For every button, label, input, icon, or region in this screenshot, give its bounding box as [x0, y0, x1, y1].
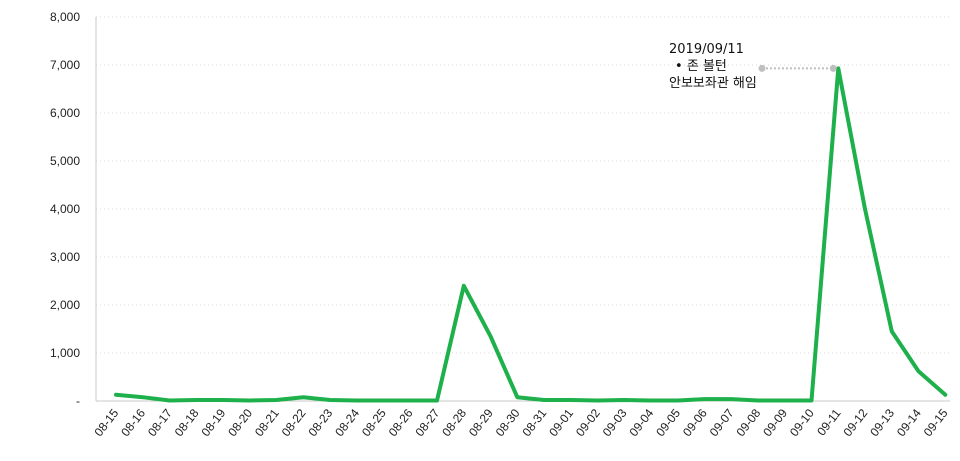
x-tick-label: 08-15: [91, 406, 121, 439]
x-tick-label: 09-10: [787, 406, 817, 439]
x-tick-label: 08-21: [252, 406, 282, 439]
x-tick-label: 09-13: [867, 406, 897, 439]
x-tick-label: 08-22: [279, 406, 309, 439]
y-tick-label: -: [76, 394, 80, 408]
x-tick-label: 08-25: [359, 406, 389, 439]
x-tick-label: 09-04: [626, 406, 656, 439]
x-tick-label: 09-06: [680, 406, 710, 439]
annotation-dot: [829, 64, 837, 72]
annotation-date: 2019/09/11: [669, 42, 744, 58]
x-tick-label: 08-23: [305, 406, 335, 439]
y-tick-label: 1,000: [50, 346, 80, 360]
x-tick-label: 08-31: [519, 406, 549, 439]
y-tick-label: 7,000: [50, 58, 80, 72]
x-tick-label: 09-05: [653, 406, 683, 439]
x-tick-label: 09-12: [840, 406, 870, 439]
y-tick-label: 3,000: [50, 250, 80, 264]
annotation: 2019/09/11 • 존 볼턴 안보보좌관 해임: [669, 41, 757, 92]
x-tick-labels: 08-1508-1608-1708-1808-1908-2008-2108-22…: [91, 406, 950, 439]
x-tick-label: 08-19: [198, 406, 228, 439]
y-tick-label: 5,000: [50, 154, 80, 168]
x-tick-label: 08-24: [332, 406, 362, 439]
x-tick-label: 08-30: [493, 406, 523, 439]
x-tick-label: 08-29: [466, 406, 496, 439]
annotation-connector: [758, 64, 837, 72]
x-tick-label: 08-16: [118, 406, 148, 439]
x-tick-label: 08-20: [225, 406, 255, 439]
annotation-line2: 안보보좌관 해임: [669, 76, 757, 92]
x-tick-label: 09-09: [760, 406, 790, 439]
y-tick-labels: - 1,000 2,000 3,000 4,000 5,000 6,000 7,000 8,00…: [50, 10, 80, 408]
gridlines: [96, 16, 950, 354]
x-tick-label: 08-17: [145, 406, 175, 439]
series-line: [114, 66, 948, 403]
annotation-line1: • 존 볼턴: [669, 58, 757, 75]
x-tick-label: 08-27: [412, 406, 442, 439]
x-tick-label: 09-11: [814, 406, 844, 438]
annotation-dot: [758, 64, 766, 72]
x-tick-label: 08-18: [172, 406, 202, 439]
x-tick-label: 09-14: [894, 406, 924, 439]
x-tick-label: 09-15: [921, 406, 951, 439]
x-tick-label: 09-03: [600, 406, 630, 439]
x-tick-label: 08-26: [386, 406, 416, 439]
x-tick-label: 09-02: [573, 406, 603, 439]
x-tick-label: 09-01: [546, 406, 576, 439]
x-tick-label: 09-07: [707, 406, 737, 439]
y-tick-label: 2,000: [50, 298, 80, 312]
annotation-bullet: •: [675, 59, 683, 75]
x-tick-label: 08-28: [439, 406, 469, 439]
y-tick-label: 4,000: [50, 202, 80, 216]
x-tick-label: 09-08: [733, 406, 763, 439]
annotation-line1-text: 존 볼턴: [686, 59, 727, 75]
y-tick-label: 6,000: [50, 106, 80, 120]
y-tick-label: 8,000: [50, 10, 80, 24]
